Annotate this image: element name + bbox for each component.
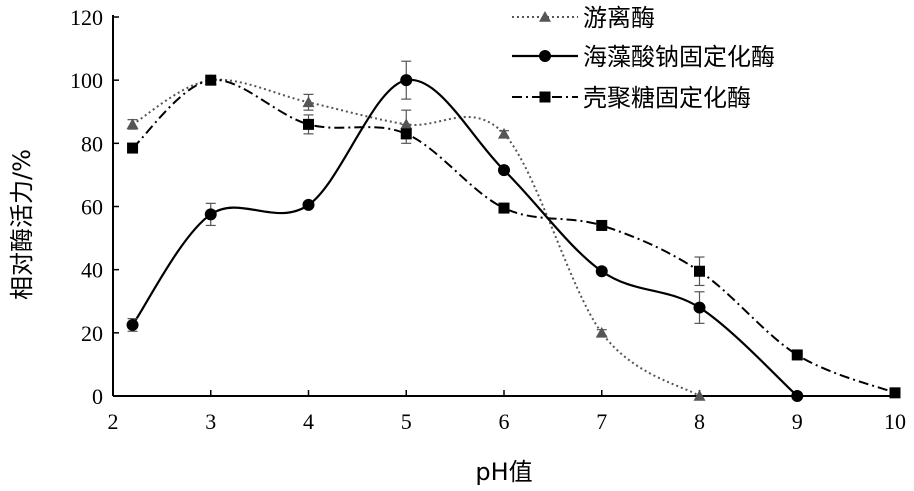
data-point xyxy=(302,96,315,108)
data-point xyxy=(303,118,314,130)
x-tick-label: 6 xyxy=(499,409,510,434)
series-line xyxy=(131,79,896,394)
y-tick-label: 0 xyxy=(92,384,103,409)
data-point xyxy=(498,202,510,214)
y-tick-label: 100 xyxy=(70,68,103,93)
x-tick-label: 4 xyxy=(303,409,314,434)
y-axis-ticks: 0 20 40 60 80 100 120 xyxy=(70,5,119,409)
data-point xyxy=(302,198,315,211)
data-point xyxy=(694,265,705,277)
series-1 xyxy=(126,74,706,401)
data-point xyxy=(889,387,901,399)
data-point xyxy=(596,219,608,231)
data-point xyxy=(595,265,608,278)
data-point xyxy=(791,349,803,361)
x-tick-label: 8 xyxy=(694,409,705,434)
data-point xyxy=(400,128,412,140)
data-point xyxy=(693,301,706,314)
legend-marker xyxy=(539,91,551,103)
y-tick-label: 20 xyxy=(81,321,103,346)
y-tick-label: 120 xyxy=(70,5,103,30)
data-point xyxy=(127,142,139,154)
legend-item: 游离酶 xyxy=(512,4,655,32)
data-point xyxy=(205,74,217,86)
data-point xyxy=(791,390,804,402)
data-point xyxy=(400,74,413,87)
data-point xyxy=(126,318,139,331)
data-point xyxy=(693,390,706,401)
y-tick-label: 60 xyxy=(81,195,103,220)
legend-label: 壳聚糖固定化酶 xyxy=(583,84,751,112)
data-point xyxy=(498,164,510,177)
data-point xyxy=(126,118,139,130)
x-tick-label: 7 xyxy=(596,409,607,434)
plot-series xyxy=(126,60,901,402)
x-tick-label: 2 xyxy=(108,409,119,434)
y-tick-label: 40 xyxy=(81,258,103,283)
x-axis-label: pH值 xyxy=(475,458,532,486)
y-tick-label: 80 xyxy=(81,131,103,156)
data-point xyxy=(204,208,217,221)
y-axis-label: 相对酶活力/% xyxy=(8,149,36,300)
series-line xyxy=(132,78,701,397)
legend-marker xyxy=(539,11,551,22)
legend-item: 海藻酸钠固定化酶 xyxy=(512,43,775,71)
legend-label: 海藻酸钠固定化酶 xyxy=(583,43,775,71)
legend-marker xyxy=(539,50,551,62)
x-tick-label: 3 xyxy=(205,409,216,434)
x-tick-label: 9 xyxy=(792,409,803,434)
legend-item: 壳聚糖固定化酶 xyxy=(512,84,751,112)
legend-label: 游离酶 xyxy=(583,4,655,32)
series-3 xyxy=(127,74,901,399)
x-tick-label: 5 xyxy=(401,409,412,434)
series-2 xyxy=(126,60,804,402)
x-tick-label: 10 xyxy=(884,409,906,434)
data-point xyxy=(595,326,608,338)
data-point xyxy=(498,127,510,139)
series-line xyxy=(131,78,798,397)
x-axis-ticks: 2 3 4 5 6 7 8 9 10 xyxy=(108,390,906,434)
